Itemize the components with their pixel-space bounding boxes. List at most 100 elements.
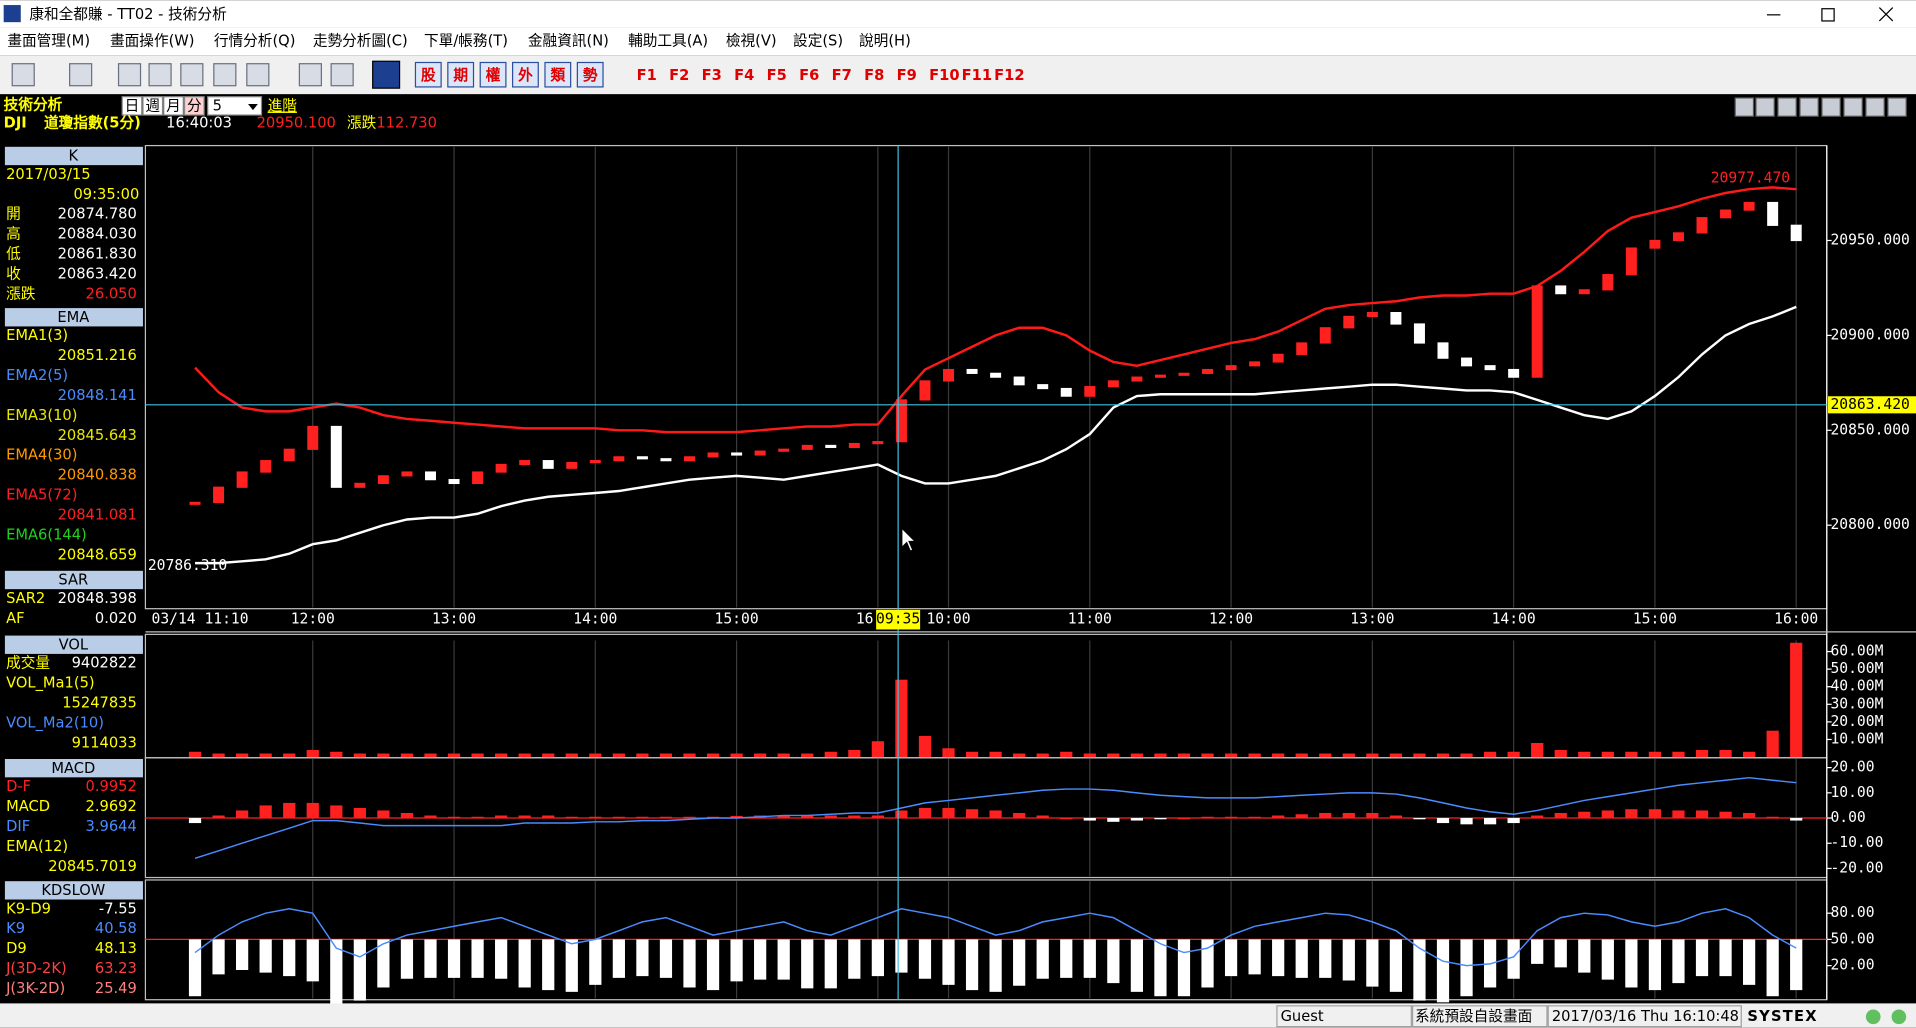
info-label: EMA2(5) [6, 367, 68, 384]
quick-button[interactable] [576, 61, 604, 88]
candle [260, 460, 272, 473]
function-key[interactable]: F1 [637, 67, 657, 84]
candle [943, 368, 955, 382]
menu-item[interactable]: 行情分析(Q) [214, 33, 296, 50]
candle [542, 460, 554, 469]
function-key[interactable]: F3 [702, 67, 722, 84]
period-button[interactable] [121, 96, 143, 116]
info-label: EMA5(72) [6, 487, 77, 504]
bar [424, 939, 437, 978]
period-button[interactable] [163, 96, 184, 116]
function-key[interactable]: F10 [929, 67, 959, 84]
view-button[interactable] [1799, 97, 1819, 117]
tool-icon[interactable] [117, 63, 142, 87]
tool-icon[interactable] [330, 63, 354, 87]
menu-item[interactable]: 走勢分析圖(C) [313, 33, 408, 50]
bar [353, 753, 366, 758]
bar [1177, 818, 1191, 820]
bar [1366, 812, 1379, 819]
status-datetime: 2017/03/16 Thu 16:10:48 [1552, 1008, 1739, 1025]
window-controls[interactable] [1766, 7, 1894, 22]
view-button[interactable] [1734, 97, 1755, 117]
view-button[interactable] [1755, 97, 1775, 117]
bar [918, 735, 932, 758]
function-key[interactable]: F7 [832, 67, 852, 84]
bar [542, 753, 555, 758]
tool-icon[interactable] [69, 63, 93, 87]
info-label: MACD [6, 798, 50, 815]
candle [1602, 274, 1614, 291]
y-tick-label: 20950.000 [1830, 231, 1909, 248]
bar [1272, 939, 1285, 977]
candle [660, 458, 672, 462]
quick-button[interactable] [511, 61, 539, 88]
bar [1319, 812, 1332, 819]
function-key[interactable]: F5 [767, 67, 787, 84]
bar [1295, 939, 1308, 978]
function-key[interactable]: F9 [897, 67, 917, 84]
menu-item[interactable]: 檢視(V) [726, 33, 777, 50]
function-key[interactable]: F2 [669, 67, 689, 84]
function-key[interactable]: F12 [994, 67, 1024, 84]
bar [1342, 812, 1355, 819]
quick-label: 勢 [583, 66, 598, 84]
quick-button[interactable] [447, 61, 475, 88]
bar [283, 753, 296, 758]
bar [1107, 818, 1120, 822]
bar [1648, 939, 1662, 991]
bar [824, 815, 837, 819]
function-key[interactable]: F8 [864, 67, 884, 84]
view-button[interactable] [1821, 97, 1841, 117]
function-key[interactable]: F4 [734, 67, 754, 84]
tool-icon[interactable] [180, 63, 204, 87]
status-field [1276, 1005, 1412, 1028]
function-key[interactable]: F11 [962, 67, 992, 84]
tool-icon[interactable] [246, 63, 270, 87]
candle [919, 380, 931, 401]
bar [683, 753, 696, 758]
view-button[interactable] [1865, 97, 1885, 117]
maximize[interactable] [1821, 8, 1835, 22]
menu-item[interactable]: 畫面管理(M) [7, 33, 90, 50]
tool-icon[interactable] [11, 63, 35, 87]
quick-button[interactable] [544, 61, 572, 88]
period-button[interactable] [183, 96, 205, 116]
bar [918, 807, 932, 819]
advanced-link[interactable]: 進階 [268, 97, 298, 114]
info-date: 2017/03/15 [6, 166, 90, 183]
status-user: Guest [1281, 1008, 1324, 1025]
view-buttons[interactable] [1734, 97, 1907, 117]
info-value: 48.13 [95, 940, 137, 957]
bar [1201, 816, 1214, 819]
view-button[interactable] [1887, 97, 1907, 117]
tool-icon[interactable] [298, 63, 322, 87]
candle [1107, 380, 1119, 388]
candle [448, 479, 460, 485]
view-button[interactable] [1777, 97, 1797, 117]
quick-button[interactable] [479, 61, 507, 88]
bar [1413, 818, 1426, 820]
bar [1460, 818, 1473, 825]
quick-button[interactable] [414, 61, 442, 88]
menu-item[interactable]: 說明(H) [859, 33, 911, 50]
period-button[interactable] [142, 96, 164, 116]
info-label: AF [6, 610, 24, 627]
menu-item[interactable]: 設定(S) [793, 33, 843, 50]
menu-item[interactable]: 輔助工具(A) [628, 33, 708, 50]
close[interactable] [1878, 7, 1894, 22]
tool-icon[interactable] [148, 63, 172, 87]
bar [965, 939, 979, 991]
function-key[interactable]: F6 [799, 67, 819, 84]
tool-icon[interactable] [213, 63, 237, 87]
period-label: 月 [166, 97, 181, 114]
tool-icon[interactable] [372, 60, 401, 89]
bar [801, 939, 814, 989]
interval-select[interactable] [207, 96, 263, 116]
period-buttons[interactable]: 日週月分 [121, 96, 205, 116]
menu-item[interactable]: 畫面操作(W) [110, 33, 195, 50]
bar [1531, 742, 1544, 758]
menu-item[interactable]: 金融資訊(N) [528, 33, 609, 50]
menu-item[interactable]: 下單/帳務(T) [424, 33, 508, 50]
view-button[interactable] [1843, 97, 1863, 117]
